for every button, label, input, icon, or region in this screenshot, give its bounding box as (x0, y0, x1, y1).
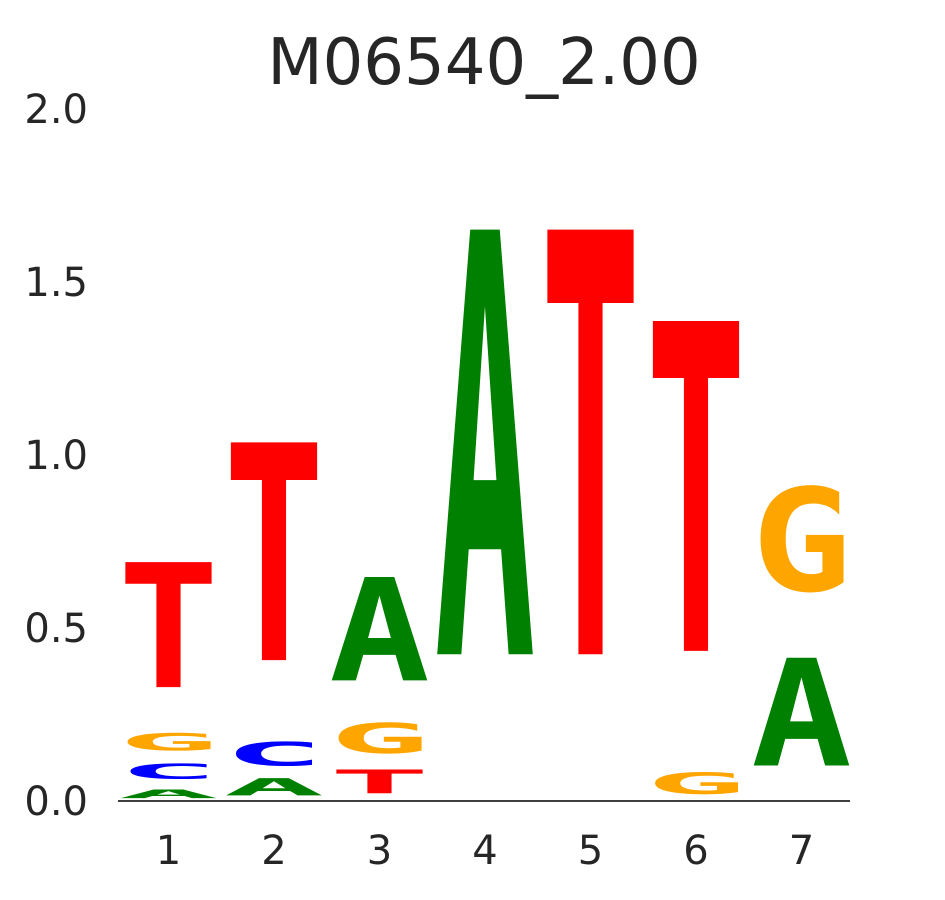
logo-letter-t: T (329, 763, 430, 801)
x-axis-ticks: 1 2 3 4 5 6 7 (156, 828, 814, 874)
x-tick-label: 7 (789, 828, 814, 874)
y-axis-ticks: 0.0 0.5 1.0 1.5 2.0 (24, 87, 88, 825)
logo-letter-c: C (118, 760, 219, 784)
logo-letter-t: T (646, 232, 747, 758)
x-tick-label: 4 (472, 828, 497, 874)
logo-letter-a: A (435, 115, 536, 793)
logo-letter-t: T (118, 529, 219, 728)
chart-title: M06540_2.00 (267, 26, 700, 100)
y-tick-label: 1.0 (24, 433, 88, 479)
x-tick-label: 1 (156, 828, 181, 874)
y-tick-label: 2.0 (24, 87, 88, 133)
y-tick-label: 0.0 (24, 779, 88, 825)
logo-letter-t: T (540, 115, 641, 793)
logo-letter-a: A (118, 787, 219, 801)
x-tick-label: 6 (683, 828, 708, 874)
x-tick-label: 2 (261, 828, 286, 874)
logo-letter-g: G (329, 715, 430, 763)
logo-letter-g: G (751, 459, 852, 624)
logo-letter-g: G (118, 729, 219, 756)
logo-letter-g: G (646, 767, 747, 801)
x-tick-label: 5 (578, 828, 603, 874)
logo-letter-a: A (224, 774, 325, 801)
y-tick-label: 1.5 (24, 260, 88, 306)
x-tick-label: 3 (367, 828, 392, 874)
logo-letter-a: A (329, 549, 430, 714)
logo-letter-t: T (224, 384, 325, 732)
logo-letter-c: C (224, 736, 325, 774)
y-tick-label: 0.5 (24, 606, 88, 652)
logo-letter-a: A (751, 629, 852, 801)
